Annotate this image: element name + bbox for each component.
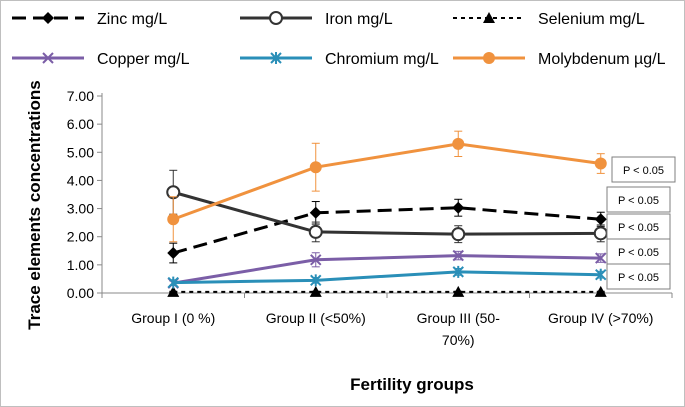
y-tick-label: 3.00 bbox=[67, 201, 94, 217]
data-point-stroke bbox=[452, 249, 464, 262]
p-value-label: P < 0.05 bbox=[618, 247, 659, 259]
legend-entry: Molybdenum µg/L bbox=[453, 51, 666, 68]
series-5 bbox=[167, 130, 607, 243]
legend-label: Selenium mg/L bbox=[538, 11, 645, 28]
legend-label: Molybdenum µg/L bbox=[538, 51, 666, 68]
y-tick-label: 1.00 bbox=[67, 257, 94, 273]
legend-entry: Zinc mg/L bbox=[12, 11, 167, 28]
data-point bbox=[452, 137, 465, 150]
series-layer bbox=[166, 130, 608, 297]
legend-marker bbox=[269, 11, 283, 25]
series-1 bbox=[166, 169, 608, 244]
series-line bbox=[172, 206, 601, 255]
data-point-stroke bbox=[310, 254, 322, 266]
data-point bbox=[594, 213, 607, 226]
data-point bbox=[167, 247, 180, 260]
data-point bbox=[310, 274, 322, 287]
p-value-label: P < 0.05 bbox=[618, 272, 659, 284]
data-point bbox=[309, 161, 322, 174]
y-tick-label: 0.00 bbox=[67, 285, 94, 301]
legend-marker bbox=[42, 52, 54, 64]
p-value-box: P < 0.05 bbox=[606, 186, 671, 213]
legend-label: Copper mg/L bbox=[97, 51, 190, 68]
legend-marker bbox=[270, 52, 282, 64]
p-value-box: P < 0.05 bbox=[611, 156, 676, 183]
y-tick-label: 6.00 bbox=[67, 116, 94, 132]
p-value-label: P < 0.05 bbox=[623, 165, 664, 177]
legend-marker bbox=[42, 12, 54, 24]
data-point-stroke bbox=[595, 252, 607, 264]
series-line bbox=[172, 190, 601, 236]
series-0 bbox=[167, 198, 607, 264]
legend-marker-stroke bbox=[42, 52, 54, 64]
p-value-label: P < 0.05 bbox=[618, 195, 659, 207]
x-tick-label: Group IV (>70%) bbox=[548, 310, 653, 326]
series-line bbox=[173, 254, 601, 285]
data-point bbox=[594, 285, 607, 297]
data-point bbox=[309, 206, 322, 219]
legend-label: Zinc mg/L bbox=[97, 11, 167, 28]
p-value-frame bbox=[606, 238, 671, 265]
legend-marker bbox=[483, 52, 495, 64]
p-value-frame bbox=[606, 186, 671, 213]
legend-marker bbox=[483, 12, 495, 23]
y-tick-label: 7.00 bbox=[67, 88, 94, 104]
p-value-label: P < 0.05 bbox=[618, 222, 659, 234]
data-point bbox=[167, 213, 180, 226]
data-point bbox=[452, 249, 464, 262]
data-point bbox=[452, 285, 465, 297]
data-point bbox=[167, 285, 180, 297]
y-tick-label: 5.00 bbox=[67, 144, 94, 160]
data-point bbox=[594, 157, 607, 170]
plot-area: 0.00 1.00 2.00 3.00 4.00 5.00 6.00 7.00 Group I … bbox=[67, 88, 673, 348]
legend-entry: Iron mg/L bbox=[240, 11, 393, 28]
p-value-frame bbox=[606, 263, 671, 290]
p-value-frame bbox=[606, 213, 671, 240]
series-4 bbox=[167, 265, 607, 289]
series-2 bbox=[167, 285, 607, 297]
legend: Zinc mg/L Iron mg/L Selenium mg/L Copper mg… bbox=[12, 11, 666, 68]
x-tick-label: 70%) bbox=[442, 332, 475, 348]
data-point bbox=[451, 227, 466, 242]
p-value-box: P < 0.05 bbox=[606, 238, 671, 265]
data-point bbox=[593, 226, 608, 241]
data-point bbox=[309, 285, 322, 297]
data-point bbox=[310, 254, 322, 266]
data-point bbox=[452, 265, 464, 278]
y-axis-label: Trace elements concentrations bbox=[25, 80, 44, 329]
data-point bbox=[452, 201, 465, 214]
legend-label: Chromium mg/L bbox=[325, 51, 439, 68]
x-tick-label: Group I (0 %) bbox=[131, 310, 215, 326]
legend-entry: Selenium mg/L bbox=[453, 11, 645, 28]
p-value-box: P < 0.05 bbox=[606, 263, 671, 290]
x-tick-label: Group III (50- bbox=[417, 310, 501, 326]
legend-entry: Copper mg/L bbox=[12, 51, 190, 68]
data-point bbox=[595, 268, 607, 281]
annotations: P < 0.05 P < 0.05 P < 0.05 P < 0.05 P < 0.05 bbox=[606, 156, 676, 290]
legend-entry: Chromium mg/L bbox=[240, 51, 439, 68]
y-tick-label: 4.00 bbox=[67, 172, 94, 188]
series-line bbox=[173, 270, 601, 285]
x-axis-label: Fertility groups bbox=[350, 375, 474, 394]
x-tick-label: Group II (<50%) bbox=[266, 310, 366, 326]
data-point bbox=[308, 224, 323, 239]
p-value-frame bbox=[611, 156, 676, 183]
y-tick-label: 2.00 bbox=[67, 229, 94, 245]
data-point bbox=[167, 276, 179, 289]
series-line bbox=[172, 142, 601, 221]
legend-label: Iron mg/L bbox=[325, 11, 393, 28]
data-point bbox=[595, 252, 607, 264]
p-value-box: P < 0.05 bbox=[606, 213, 671, 240]
